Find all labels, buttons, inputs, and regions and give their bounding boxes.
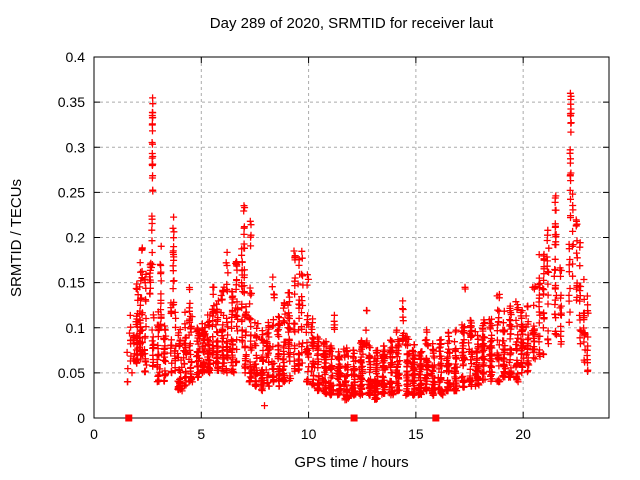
svg-text:0.15: 0.15 — [58, 275, 85, 291]
svg-text:0.2: 0.2 — [66, 230, 86, 246]
svg-text:0.3: 0.3 — [66, 139, 86, 155]
svg-text:0.25: 0.25 — [58, 184, 85, 200]
svg-text:20: 20 — [515, 426, 531, 442]
x-tick-labels: 0 5 10 15 20 — [90, 426, 531, 442]
scatter-points — [123, 89, 592, 410]
svg-text:15: 15 — [408, 426, 424, 442]
chart-title: Day 289 of 2020, SRMTID for receiver lau… — [209, 15, 494, 32]
x-axis-label: GPS time / hours — [294, 454, 409, 471]
svg-text:0.1: 0.1 — [66, 320, 86, 336]
tick-marks — [93, 56, 609, 419]
svg-text:0.35: 0.35 — [58, 94, 85, 110]
svg-text:10: 10 — [301, 426, 317, 442]
y-tick-labels: 0 0.05 0.1 0.15 0.2 0.25 0.3 0.35 0.4 — [58, 49, 85, 426]
zero-value-markers — [125, 414, 440, 422]
svg-text:0: 0 — [77, 410, 85, 426]
svg-text:0: 0 — [90, 426, 98, 442]
svg-text:5: 5 — [197, 426, 205, 442]
svg-text:0.05: 0.05 — [58, 365, 85, 381]
svg-text:0.4: 0.4 — [66, 49, 86, 65]
